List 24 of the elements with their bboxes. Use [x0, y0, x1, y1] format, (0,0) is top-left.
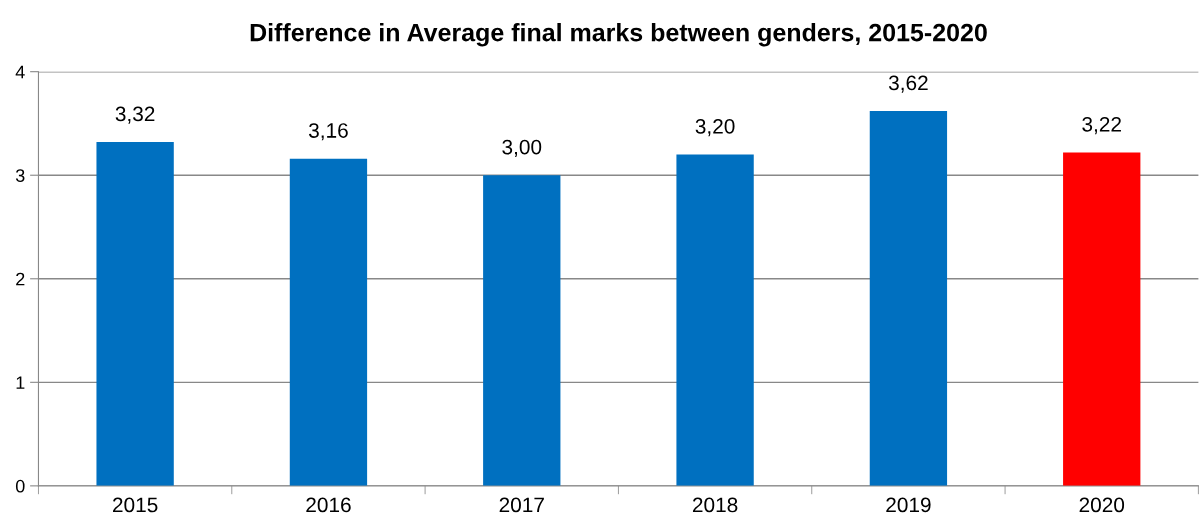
bar [1063, 152, 1141, 486]
data-label: 3,22 [1082, 116, 1121, 135]
x-tick-label: 2016 [306, 497, 351, 513]
y-tick-label: 4 [15, 65, 25, 79]
y-tick-label: 1 [16, 376, 25, 389]
x-tick-label: 2015 [113, 497, 158, 513]
data-label: 3,62 [888, 75, 928, 93]
y-tick-label: 0 [15, 479, 25, 493]
data-label: 3,16 [308, 123, 348, 141]
data-label: 3,00 [502, 139, 542, 157]
x-tick-label: 2018 [692, 497, 738, 513]
x-tick-label: 2020 [1079, 497, 1125, 513]
bar [96, 142, 174, 486]
x-tick-label: 2019 [886, 497, 931, 513]
data-label: 3,20 [695, 118, 735, 137]
bar [483, 175, 561, 486]
bar [676, 154, 754, 486]
chart-title: Difference in Average final marks between genders, 2015-2020 [250, 23, 987, 47]
bar [869, 111, 948, 486]
x-tick-label: 2017 [499, 497, 544, 513]
bar [289, 158, 368, 486]
y-tick-label: 2 [16, 272, 25, 286]
data-label: 3,32 [115, 106, 155, 124]
y-tick-label: 3 [15, 169, 25, 182]
